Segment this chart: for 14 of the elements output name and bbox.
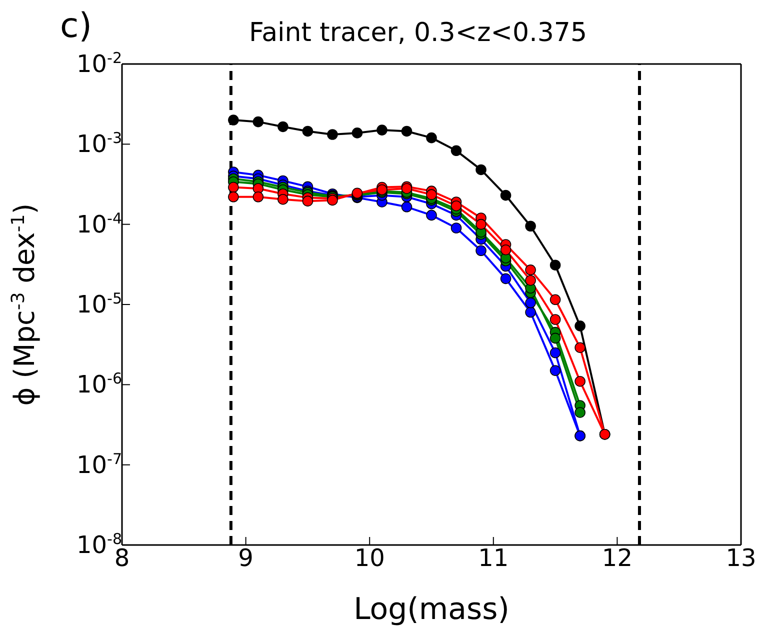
x-axis-title: Log(mass) [354,592,510,627]
text: c) [60,6,92,46]
x-tick-label: 13 [726,544,756,572]
y-tick-label: 10$^{-7}$ [76,450,122,479]
y-tick-label: 10$^{-4}$ [76,209,122,238]
y-tick-label: 10$^{-2}$ [76,49,122,78]
x-tick-label: 9 [238,544,254,572]
x-tick-label: 12 [602,544,632,572]
y-tick-label: 10$^{-3}$ [76,129,122,158]
x-tick-label: 11 [478,544,509,572]
chart-title: Faint tracer, 0.3<z<0.375 [249,18,587,48]
y-tick-label: 10$^{-5}$ [76,290,122,318]
x-tick-label: 10 [354,544,385,572]
y-tick-label: 10$^{-6}$ [76,370,122,399]
